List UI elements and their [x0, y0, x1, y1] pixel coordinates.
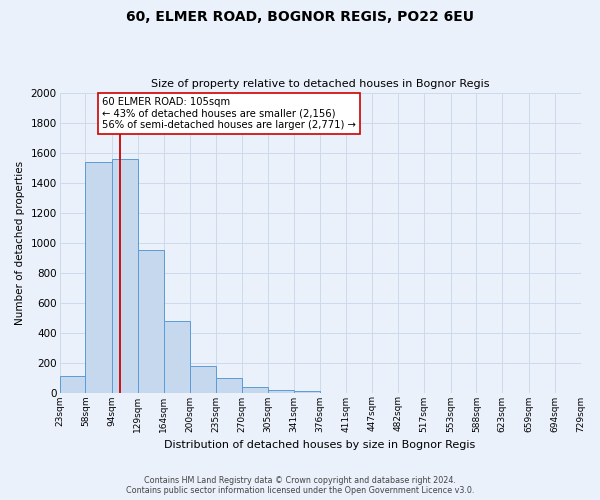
- Bar: [59, 376, 85, 392]
- Bar: [268, 390, 294, 392]
- Bar: [138, 250, 164, 392]
- Y-axis label: Number of detached properties: Number of detached properties: [15, 160, 25, 324]
- Bar: [294, 391, 320, 392]
- X-axis label: Distribution of detached houses by size in Bognor Regis: Distribution of detached houses by size …: [164, 440, 476, 450]
- Bar: [164, 320, 190, 392]
- Bar: [216, 378, 242, 392]
- Text: 60 ELMER ROAD: 105sqm
← 43% of detached houses are smaller (2,156)
56% of semi-d: 60 ELMER ROAD: 105sqm ← 43% of detached …: [101, 97, 356, 130]
- Bar: [112, 158, 138, 392]
- Text: 60, ELMER ROAD, BOGNOR REGIS, PO22 6EU: 60, ELMER ROAD, BOGNOR REGIS, PO22 6EU: [126, 10, 474, 24]
- Bar: [242, 388, 268, 392]
- Text: Contains HM Land Registry data © Crown copyright and database right 2024.
Contai: Contains HM Land Registry data © Crown c…: [126, 476, 474, 495]
- Title: Size of property relative to detached houses in Bognor Regis: Size of property relative to detached ho…: [151, 79, 489, 89]
- Bar: [85, 162, 112, 392]
- Bar: [190, 366, 216, 392]
